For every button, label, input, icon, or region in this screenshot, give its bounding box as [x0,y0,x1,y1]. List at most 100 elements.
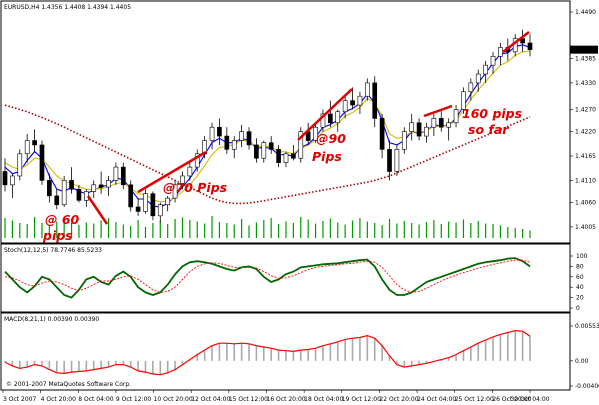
candle-bull [320,113,326,128]
candle-bear [350,100,355,106]
candle-bull [431,118,437,128]
candle-bear [128,184,134,208]
price-panel[interactable] [0,0,571,244]
volume-bars [4,216,531,238]
candle-bear [217,126,222,137]
time-tick-label: 22 Oct 20:00 [379,396,418,403]
candle-bear [527,42,533,50]
annotation-160-pips: 160 pips [462,106,522,121]
candle-bear [120,166,126,186]
trend-line-4 [423,104,453,118]
candle-bull [231,140,237,150]
candle-bear [69,180,74,190]
candle-bull [143,193,148,212]
candle-bull [239,131,244,141]
candle-bull [313,126,318,141]
macd-histogram [4,329,531,376]
time-tick-label: 30 Oct 04:00 [510,396,549,403]
price-tick-label: 1.4330 [575,80,596,87]
candle-bull [91,184,97,192]
candle-bull [483,64,488,75]
stochastic-tick-label: 0 [576,305,580,312]
price-tick-label: 1.4060 [575,200,596,207]
price-tick-label: 1.4270 [575,106,596,113]
candle-bull [342,100,348,113]
price-axis: 1.4490 1.4405 1.4385 1.4330 1.4270 1.4220 1.41… [570,9,598,231]
candle-bear [372,82,378,119]
candle-bear [268,142,274,150]
candle-bear [276,149,281,163]
candle-bull [490,56,496,66]
macd-tick-label: 0.00 [575,358,589,365]
time-tick-label: 12 Oct 04:00 [191,396,230,403]
price-tick-label: 1.4110 [575,177,596,184]
candle-bull [298,131,304,159]
stochastic-axis: 100 80 60 40 20 0 [570,253,588,312]
candle-bull [84,191,89,201]
candle-bear [76,188,82,201]
stochastic-tick-label: 100 [576,253,588,260]
annotation-so-far: so far [468,122,509,137]
annotation-pips: pips [42,228,73,243]
macd-header: MACD(8,21,1) 0.00390 0.00390 [4,316,99,323]
candle-bull [10,175,15,186]
candle-bull [180,175,185,186]
trend-line-2 [137,150,207,194]
candle-bear [246,131,252,146]
annotation-70-pips: @70 Pips [163,180,227,195]
stochastic-main-line [4,257,531,299]
candle-bull [446,122,451,128]
trend-line-1 [86,195,109,225]
candle-bear [32,140,37,146]
annotation-90-pips: Pips [312,149,342,164]
macd-axis: 0.00553 0.00 -0.00400 [570,323,599,390]
trend-line-5 [502,31,530,53]
current-price-label: 1.4405 [574,47,595,54]
candle-bull [461,91,466,110]
time-tick-label: 16 Oct 20:00 [267,396,306,403]
candle-bull [468,82,474,93]
stochastic-tick-label: 40 [576,284,584,291]
time-tick-label: 15 Oct 12:00 [229,396,268,403]
candle-bear [387,149,392,172]
time-tick-label: 26 Oct 20:00 [492,396,531,403]
candle-bear [54,195,60,206]
candle-bull [165,197,171,206]
candle-bear [2,171,8,186]
stochastic-header: Stoch(12,12,5) 78.7746 85.5233 [4,247,102,254]
time-tick-label: 3 Oct 2007 [3,396,36,403]
time-tick-label: 10 Oct 20:00 [154,396,193,403]
candle-bear [416,122,422,137]
macd-tick-label: 0.00553 [575,323,599,330]
current-price-marker [570,45,598,54]
candle-bull [113,166,119,181]
time-tick-label: 24 Oct 04:00 [417,396,456,403]
stochastic-tick-label: 60 [576,274,584,281]
time-axis: 3 Oct 2007 4 Oct 20:00 8 Oct 04:00 9 Oct 12… [2,390,550,403]
candle-bull [357,95,363,106]
macd-signal-line [4,329,531,376]
candle-bear [520,38,525,44]
candle-bull [335,111,341,124]
candle-bull [364,82,370,97]
time-tick-label: 9 Oct 12:00 [116,396,151,403]
candle-bull [61,180,67,206]
price-tick-label: 1.4490 [575,9,596,16]
candle-bull [187,166,193,177]
candle-bull [17,153,23,177]
candle-bull [209,126,215,141]
candle-bear [291,153,296,159]
candle-bear [438,118,444,128]
trend-annotations [86,31,530,225]
candle-bull [401,131,407,150]
candle-bull [475,73,481,84]
time-tick-label: 4 Oct 20:00 [41,396,76,403]
stochastic-lines [4,257,531,299]
time-tick-label: 18 Oct 04:00 [304,396,343,403]
annotation-60: @ 60 [45,212,80,227]
annotation-90: @90 [316,131,346,146]
candle-bear [254,144,259,159]
stochastic-tick-label: 20 [576,295,584,302]
candle-bull [24,140,30,155]
